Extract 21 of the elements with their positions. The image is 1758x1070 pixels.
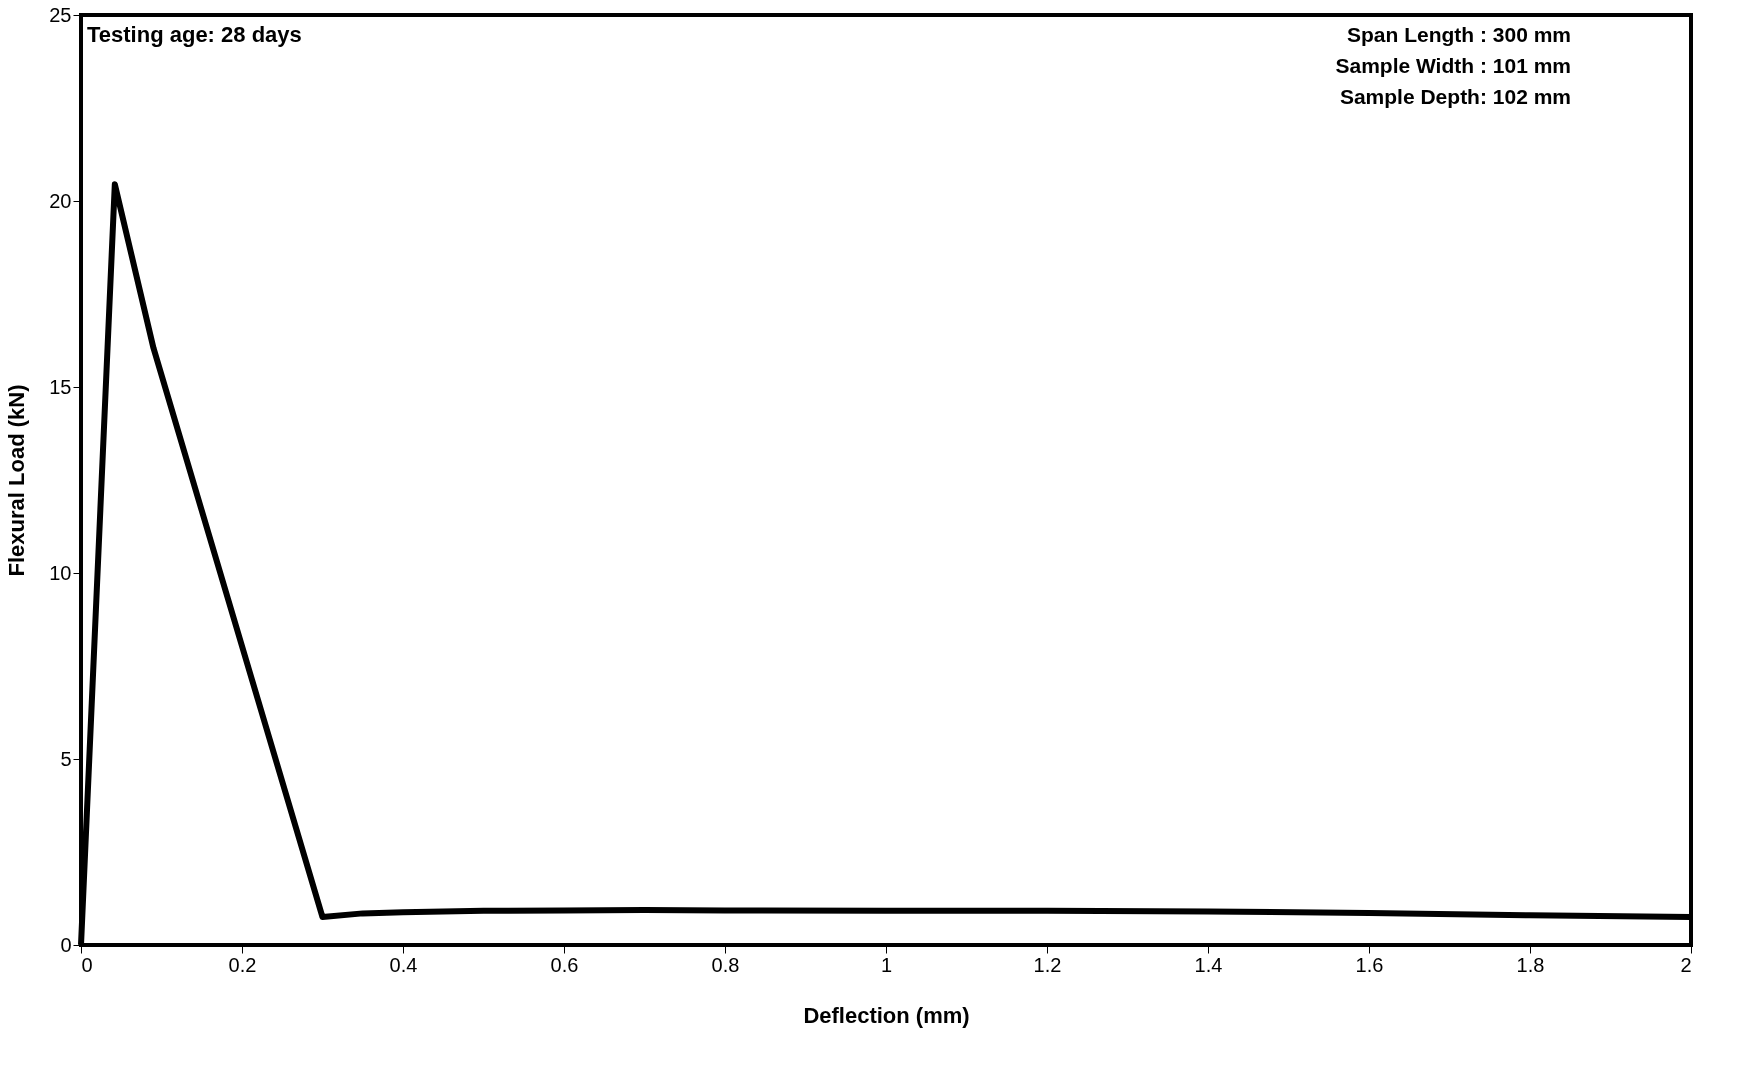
x-tick-label: 1.6 xyxy=(1355,953,1384,976)
x-tick-label: 0.8 xyxy=(711,953,740,976)
y-tick-label: 20 xyxy=(49,189,72,212)
y-tick-label: 0 xyxy=(60,933,72,956)
x-tick-label: 0.2 xyxy=(228,953,257,976)
y-tick-label: 15 xyxy=(49,375,72,398)
x-tick-label: 1.2 xyxy=(1033,953,1062,976)
x-tick-label: 1.4 xyxy=(1194,953,1223,976)
x-axis-title: Deflection (mm) xyxy=(803,1002,970,1028)
y-tick-label: 25 xyxy=(49,3,72,26)
x-tick-label: 2 xyxy=(1680,953,1692,976)
x-tick-label: 1 xyxy=(880,953,893,976)
x-tick-label: 0.4 xyxy=(389,953,418,976)
annotation: Testing age: 28 days xyxy=(87,22,302,47)
y-axis-title: Flexural Load (kN) xyxy=(4,384,30,577)
x-tick-label: 1.8 xyxy=(1516,953,1545,976)
y-tick-label: 5 xyxy=(60,747,72,770)
annotation: Span Length : 300 mm Sample Width : 101 mm Sample Depth: 102 mm xyxy=(1335,23,1571,108)
x-tick-label: 0.6 xyxy=(550,953,579,976)
y-tick-label: 10 xyxy=(49,561,72,584)
x-tick-label: 0 xyxy=(81,953,93,976)
